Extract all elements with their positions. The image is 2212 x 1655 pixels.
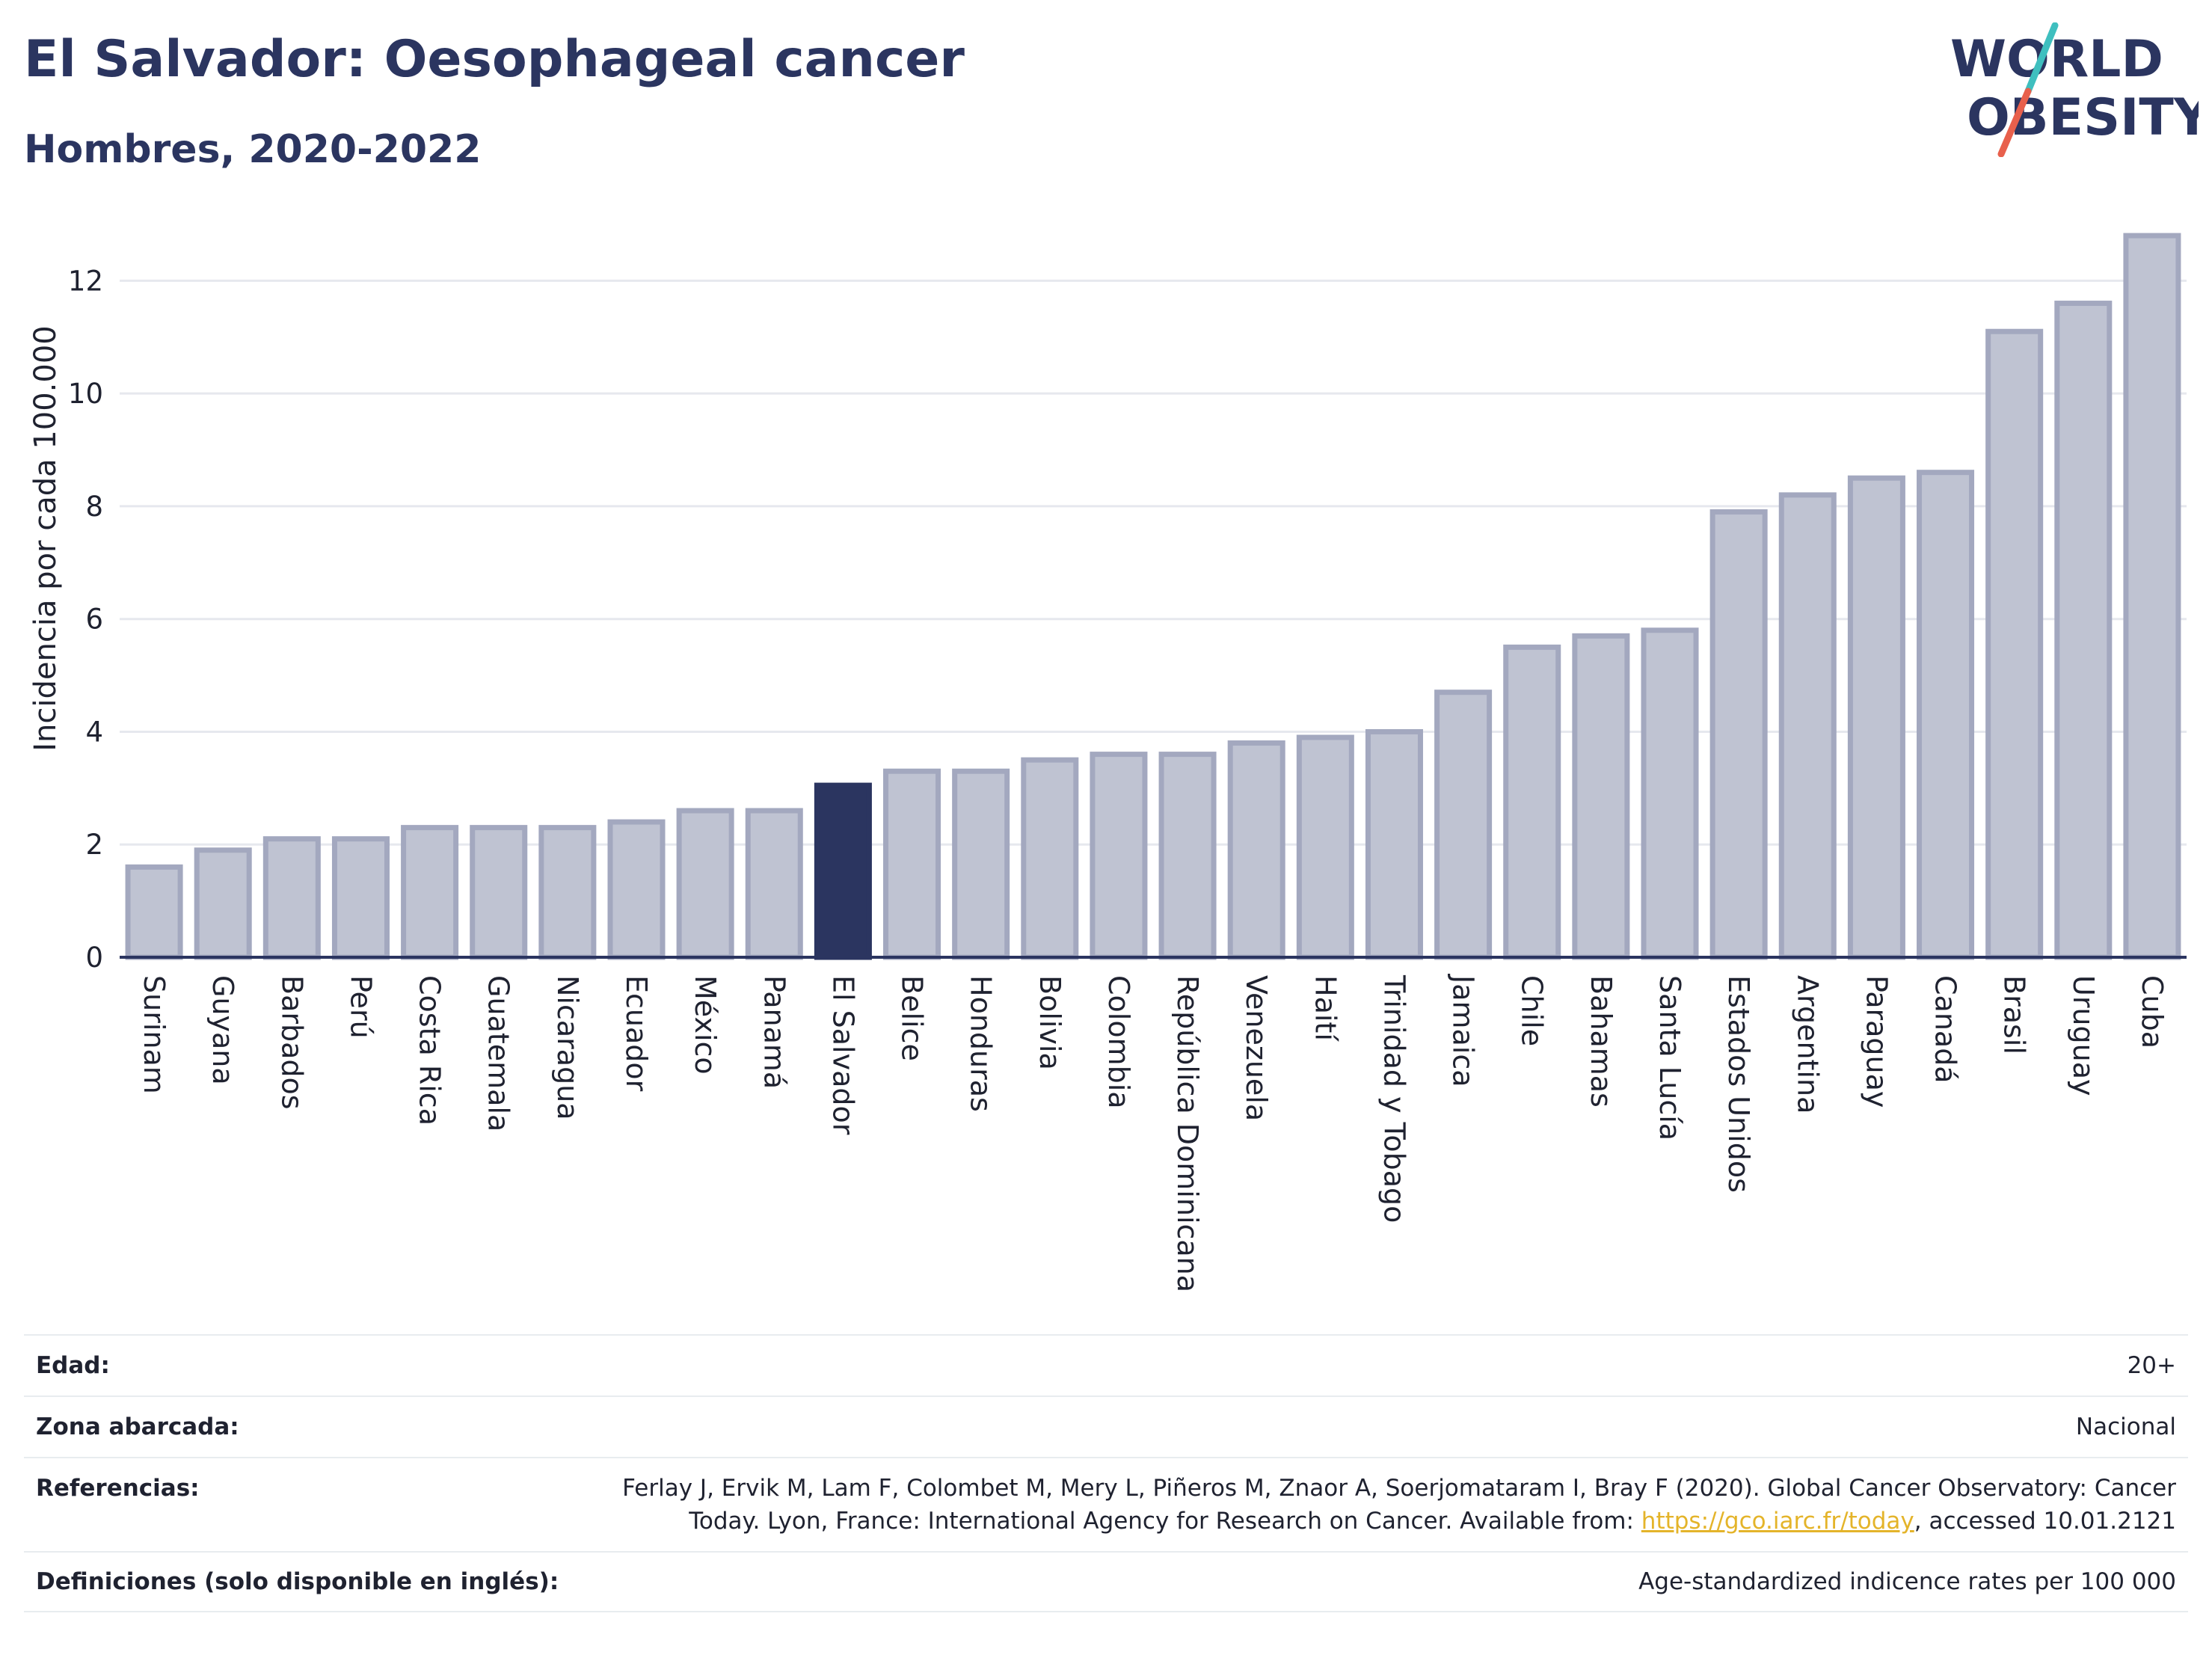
y-tick-label: 0 — [85, 942, 103, 974]
page-title: El Salvador: Oesophageal cancer — [24, 30, 965, 89]
meta-label-references: Referencias: — [36, 1475, 200, 1502]
x-tick-label: Costa Rica — [414, 975, 446, 1126]
x-tick-label: Panamá — [758, 975, 790, 1089]
x-tick-label: Bahamas — [1585, 975, 1617, 1108]
x-tick-label: Surinam — [138, 975, 170, 1094]
bar — [401, 825, 459, 960]
y-tick-label: 8 — [85, 491, 103, 523]
bar — [1503, 644, 1561, 960]
x-tick-label: Cuba — [2136, 975, 2169, 1048]
bar — [1709, 509, 1768, 960]
x-tick-label: Uruguay — [2067, 975, 2100, 1096]
bar — [1641, 627, 1699, 960]
page-subtitle: Hombres, 2020-2022 — [24, 127, 482, 172]
x-tick-label: Canadá — [1929, 975, 1962, 1084]
bar — [676, 808, 734, 960]
x-tick-label: República Dominicana — [1171, 975, 1204, 1292]
x-tick-label: Perú — [344, 975, 377, 1039]
x-tick-label: Haití — [1309, 975, 1342, 1042]
bar — [1090, 752, 1148, 960]
bar — [1985, 328, 2044, 960]
bar — [1365, 728, 1423, 960]
references-text-end: , accessed 10.01.2121 — [1914, 1508, 2176, 1535]
y-tick-label: 10 — [68, 378, 103, 410]
meta-value-age: 20+ — [2127, 1352, 2176, 1379]
x-tick-label: Bolivia — [1033, 975, 1066, 1070]
bar — [331, 836, 390, 960]
logo-slash-teal — [2024, 22, 2059, 95]
x-tick-label: Jamaica — [1447, 974, 1480, 1087]
meta-value-definitions: Age-standardized indicence rates per 100… — [1638, 1568, 2176, 1595]
x-tick-label: Ecuador — [620, 975, 653, 1092]
x-tick-label: Guatemala — [482, 975, 515, 1132]
bar — [1158, 752, 1217, 960]
metadata-table: Edad: 20+ Zona abarcada: Nacional Refere… — [24, 1334, 2188, 1612]
y-axis-label: Incidencia por cada 100.000 — [28, 325, 63, 752]
bar — [262, 836, 321, 960]
logo-line1: WORLD — [1950, 30, 2163, 89]
bar — [194, 847, 252, 960]
x-tick-label: México — [689, 975, 722, 1075]
meta-label-definitions: Definiciones (solo disponible en inglés)… — [36, 1568, 559, 1595]
meta-row-definitions: Definiciones (solo disponible en inglés)… — [24, 1551, 2188, 1612]
x-tick-label: Colombia — [1102, 975, 1135, 1109]
bar — [538, 825, 597, 960]
bar — [814, 782, 872, 960]
meta-value-references: Ferlay J, Ervik M, Lam F, Colombet M, Me… — [606, 1472, 2176, 1538]
x-tick-label: Honduras — [965, 975, 998, 1112]
y-tick-label: 2 — [85, 829, 103, 861]
bar — [2123, 233, 2181, 960]
bar — [745, 808, 803, 960]
references-text: Ferlay J, Ervik M, Lam F, Colombet M, Me… — [622, 1475, 2176, 1535]
logo-slash-coral — [1997, 87, 2032, 157]
bar — [1847, 475, 1905, 960]
meta-label-coverage: Zona abarcada: — [36, 1413, 239, 1440]
bar — [125, 864, 183, 960]
bar — [470, 825, 528, 960]
bar — [1296, 734, 1354, 960]
bar — [1021, 757, 1079, 960]
x-tick-label: Brasil — [1998, 975, 2031, 1054]
x-tick-label: Santa Lucía — [1653, 975, 1686, 1140]
bar — [2054, 301, 2113, 960]
x-tick-label: El Salvador — [826, 975, 859, 1135]
references-link[interactable]: https://gco.iarc.fr/today — [1641, 1508, 1914, 1535]
x-tick-label: Barbados — [275, 975, 308, 1110]
bar — [883, 768, 941, 960]
meta-row-age: Edad: 20+ — [24, 1334, 2188, 1395]
x-tick-label: Estados Unidos — [1722, 975, 1755, 1193]
x-tick-label: Guyana — [206, 975, 239, 1085]
x-tick-label: Paraguay — [1860, 975, 1893, 1108]
bar — [1227, 740, 1285, 960]
world-obesity-logo: WORLD OBESITY — [1950, 22, 2199, 157]
x-tick-label: Argentina — [1791, 975, 1824, 1114]
meta-row-references: Referencias: Ferlay J, Ervik M, Lam F, C… — [24, 1457, 2188, 1551]
meta-label-age: Edad: — [36, 1352, 110, 1379]
meta-row-coverage: Zona abarcada: Nacional — [24, 1395, 2188, 1457]
bar — [1572, 633, 1630, 960]
bar — [1917, 470, 1975, 960]
bar — [1778, 492, 1837, 960]
bar — [952, 768, 1010, 960]
y-tick-label: 6 — [85, 604, 103, 636]
x-tick-label: Trinidad y Tobago — [1377, 974, 1410, 1223]
y-tick-label: 12 — [68, 265, 103, 297]
meta-value-coverage: Nacional — [2075, 1413, 2176, 1440]
x-tick-label: Chile — [1516, 975, 1549, 1046]
x-tick-label: Venezuela — [1240, 975, 1273, 1121]
bar — [607, 819, 666, 960]
x-tick-label: Belice — [896, 975, 929, 1061]
y-tick-label: 4 — [85, 716, 103, 748]
bar — [1434, 690, 1493, 960]
x-tick-label: Nicaragua — [551, 975, 584, 1120]
